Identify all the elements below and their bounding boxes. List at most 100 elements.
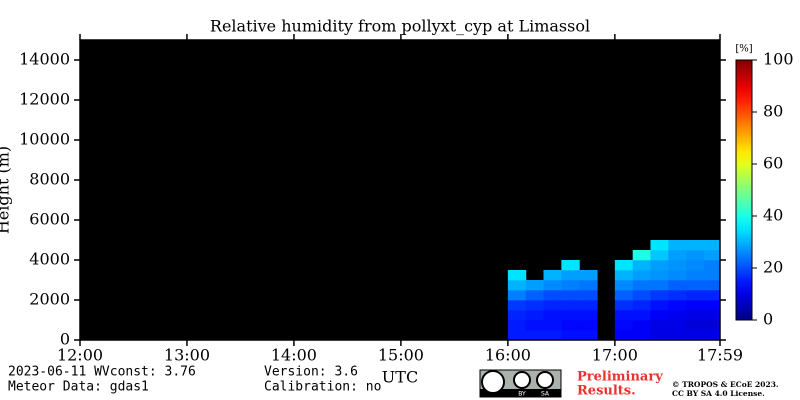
x-tick-label: 12:00	[57, 346, 103, 365]
y-axis-label: Height (m)	[0, 146, 13, 234]
heatmap-cell	[632, 300, 652, 311]
heatmap-cell	[507, 270, 527, 281]
heatmap-cell	[507, 290, 527, 301]
heatmap-cell	[650, 320, 669, 331]
heatmap-cell	[525, 320, 545, 331]
heatmap-cell	[614, 320, 634, 331]
heatmap-cell	[632, 280, 652, 291]
plot-background	[80, 40, 720, 340]
heatmap-cell	[632, 290, 652, 301]
heatmap-cell	[579, 270, 598, 281]
chart-title: Relative humidity from pollyxt_cyp at Li…	[210, 17, 590, 36]
heatmap-cell	[703, 240, 721, 251]
heatmap-cell	[650, 260, 669, 271]
heatmap-cell	[650, 240, 669, 251]
heatmap-cell	[543, 330, 562, 341]
heatmap-cell	[525, 330, 545, 341]
y-tick-label: 0	[60, 330, 70, 349]
heatmap-cell	[525, 300, 545, 311]
heatmap-cell	[507, 310, 527, 321]
heatmap-cell	[650, 330, 669, 341]
colorbar-tick-label: 0	[763, 310, 773, 329]
heatmap-cell	[507, 330, 527, 341]
heatmap-cell	[561, 280, 580, 291]
heatmap-cell	[686, 250, 705, 261]
copyright: © TROPOS & ECoE 2023.	[672, 380, 779, 389]
heatmap-cell	[561, 320, 580, 331]
heatmap-cell	[703, 250, 721, 261]
heatmap-cell	[525, 290, 545, 301]
footer-version: Version: 3.6	[264, 365, 358, 380]
heatmap-cell	[579, 320, 598, 331]
x-tick-label: 17:59	[697, 346, 743, 365]
by-circle	[513, 371, 531, 389]
heatmap-cells	[507, 240, 721, 341]
badge-by: BY	[518, 391, 526, 398]
heatmap-cell	[507, 320, 527, 331]
heatmap-cell	[703, 300, 721, 311]
heatmap-cell	[703, 290, 721, 301]
heatmap-cell	[614, 270, 634, 281]
colorbar-label: [%]	[735, 44, 752, 55]
heatmap-cell	[632, 270, 652, 281]
heatmap-cell	[703, 310, 721, 321]
heatmap-cell	[703, 260, 721, 271]
footer-meteor: Meteor Data: gdas1	[8, 380, 149, 395]
y-tick-label: 8000	[29, 170, 70, 189]
y-tick-label: 14000	[19, 50, 70, 69]
heatmap-cell	[543, 280, 562, 291]
y-tick-label: 12000	[19, 90, 70, 109]
heatmap-cell	[650, 310, 669, 321]
badge-strip	[480, 389, 561, 397]
x-tick-label: 17:00	[592, 346, 638, 365]
heatmap-cell	[525, 280, 545, 291]
license: CC BY SA 4.0 License.	[672, 389, 765, 398]
heatmap-cell	[650, 300, 669, 311]
x-tick-label: 14:00	[271, 346, 317, 365]
heatmap-cell	[632, 330, 652, 341]
heatmap-cell	[632, 310, 652, 321]
heatmap-cell	[543, 270, 562, 281]
colorbar-tick-label: 100	[763, 50, 794, 69]
preliminary: Results.	[577, 384, 636, 399]
heatmap-cell	[668, 320, 687, 331]
heatmap-cell	[543, 320, 562, 331]
heatmap-cell	[579, 280, 598, 291]
heatmap-cell	[668, 270, 687, 281]
heatmap-cell	[561, 300, 580, 311]
heatmap-cell	[579, 290, 598, 301]
heatmap-cell	[561, 310, 580, 321]
heatmap-cell	[668, 250, 687, 261]
heatmap-cell	[579, 310, 598, 321]
heatmap-cell	[543, 290, 562, 301]
badge-sa: SA	[541, 391, 550, 398]
heatmap-cell	[650, 250, 669, 261]
heatmap-cell	[632, 260, 652, 271]
heatmap-cell	[668, 300, 687, 311]
heatmap-cell	[614, 290, 634, 301]
y-tick-label: 4000	[29, 250, 70, 269]
heatmap-cell	[614, 330, 634, 341]
heatmap-cell	[614, 280, 634, 291]
colorbar-tick-label: 60	[763, 154, 783, 173]
heatmap-cell	[543, 300, 562, 311]
colorbar-tick-label: 20	[763, 258, 783, 277]
sa-circle	[536, 371, 554, 389]
heatmap-cell	[686, 330, 705, 341]
x-axis-label: UTC	[382, 368, 418, 387]
colorbar-tick-label: 40	[763, 206, 783, 225]
heatmap-cell	[703, 270, 721, 281]
cc-circle	[481, 370, 505, 394]
heatmap-cell	[650, 270, 669, 281]
heatmap-cell	[703, 280, 721, 291]
colorbar-tick-label: 80	[763, 102, 783, 121]
y-tick-label: 6000	[29, 210, 70, 229]
heatmap-cell	[686, 300, 705, 311]
heatmap-cell	[686, 290, 705, 301]
heatmap-cell	[507, 300, 527, 311]
footer-date: 2023-06-11 WVconst: 3.76	[8, 365, 196, 380]
heatmap-cell	[614, 310, 634, 321]
plot-frame	[79, 39, 721, 341]
heatmap-cell	[650, 290, 669, 301]
cc-badge: BY SA	[479, 369, 562, 398]
